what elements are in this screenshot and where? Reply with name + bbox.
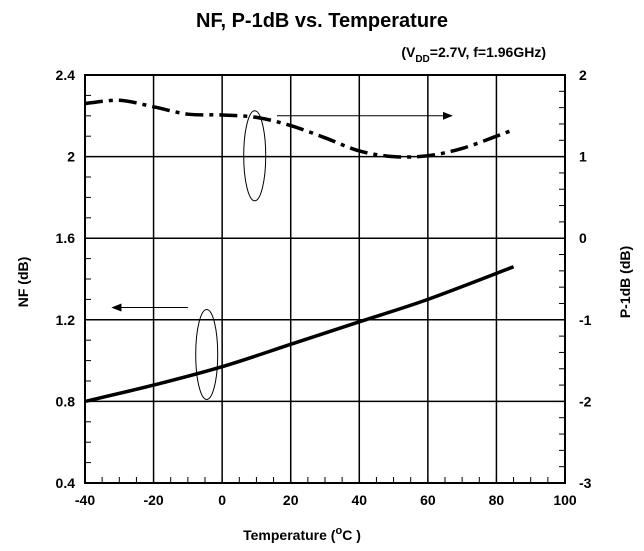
y-right-tick-label: 2 (579, 67, 587, 83)
x-tick-labels: -40 -20 0 20 40 60 80 100 (75, 492, 577, 508)
x-axis-label: Temperature (oC ) (243, 525, 361, 543)
x-tick-label: -40 (75, 492, 95, 508)
y-left-tick-label: 2 (67, 149, 75, 165)
series-layer (84, 98, 515, 404)
y-right-tick-label: -3 (579, 475, 592, 491)
annotations (111, 110, 453, 400)
x-tick-label: 20 (283, 492, 299, 508)
grid (85, 75, 565, 483)
y-right-tick-label: -1 (579, 312, 592, 328)
y-right-axis-label: P-1dB (dB) (617, 246, 633, 318)
y-left-tick-label: 0.4 (56, 475, 76, 491)
x-tick-label: 80 (489, 492, 505, 508)
x-tick-label: 60 (420, 492, 436, 508)
y-right-tick-label: 1 (579, 149, 587, 165)
y-right-tick-label: -2 (579, 393, 592, 409)
x-tick-label: 0 (218, 492, 226, 508)
nf-ellipse (195, 308, 219, 400)
plot-frame (84, 74, 566, 484)
p1db-series-line (84, 98, 515, 159)
y-right-tick-label: 0 (579, 230, 587, 246)
y-left-axis-label: NF (dB) (15, 257, 31, 308)
x-tick-label: 40 (351, 492, 367, 508)
y-left-tick-label: 1.2 (56, 312, 76, 328)
y-left-tick-labels: 0.4 0.8 1.2 1.6 2 2.4 (56, 67, 76, 491)
nf-series-line (84, 265, 515, 404)
y-left-tick-label: 2.4 (56, 67, 76, 83)
y-left-tick-label: 0.8 (56, 393, 76, 409)
chart-title: NF, P-1dB vs. Temperature (196, 10, 448, 32)
x-tick-label: -20 (143, 492, 163, 508)
chart-condition: (VDD=2.7V, f=1.96GHz) (401, 44, 546, 65)
y-right-tick-labels: -3 -2 -1 0 1 2 (579, 67, 592, 491)
p1db-ellipse (243, 110, 267, 202)
y-left-tick-label: 1.6 (56, 230, 76, 246)
x-tick-label: 100 (553, 492, 577, 508)
